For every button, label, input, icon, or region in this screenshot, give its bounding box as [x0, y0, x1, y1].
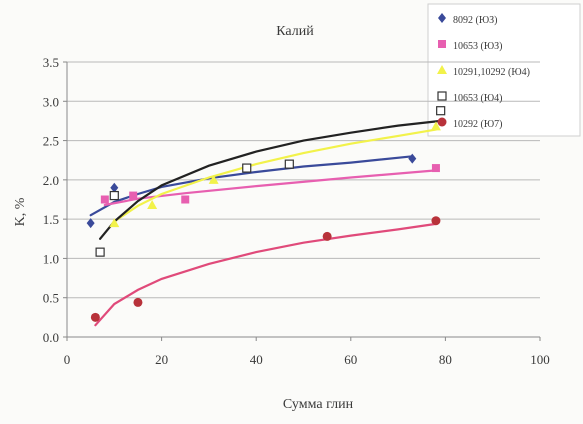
- x-axis-label: Сумма глин: [283, 397, 354, 412]
- x-tick-label: 60: [344, 352, 357, 367]
- data-point-s3: [436, 106, 446, 116]
- data-point-s4: [90, 312, 100, 322]
- x-tick-label: 20: [155, 352, 168, 367]
- data-point-s2: [109, 218, 120, 228]
- y-tick-label: 3.5: [43, 55, 59, 70]
- data-points: [86, 106, 446, 322]
- legend-marker-3: [437, 91, 447, 101]
- legend-label-4: 10292 (Ю7): [453, 119, 502, 130]
- legend-box: [427, 3, 581, 137]
- y-tick-label: 0.0: [43, 330, 59, 345]
- y-tick-label: 3.0: [43, 94, 59, 109]
- data-point-s4: [431, 216, 441, 226]
- y-tick-label: 0.5: [43, 291, 59, 306]
- data-point-s2: [430, 121, 441, 131]
- legend-label-2: 10291,10292 (Ю4): [453, 67, 530, 78]
- x-tick-label: 80: [439, 352, 452, 367]
- data-point-s3: [95, 247, 105, 257]
- data-point-s0: [110, 182, 119, 193]
- data-point-s0: [408, 153, 417, 164]
- legend-label-0: 8092 (ЮЗ): [453, 15, 497, 26]
- legend: 8092 (ЮЗ) 10653 (ЮЗ) 10291,10292 (Ю4) 10653…: [437, 13, 530, 130]
- legend-marker-2: [437, 65, 447, 74]
- legend-label-1: 10653 (ЮЗ): [453, 41, 502, 52]
- data-point-s1: [181, 195, 190, 204]
- trend-lines: [89, 119, 442, 327]
- data-point-s0: [86, 218, 95, 229]
- data-point-s1: [100, 195, 109, 204]
- data-point-s2: [147, 200, 158, 209]
- data-point-s4: [322, 231, 332, 241]
- x-tick-label: 0: [64, 352, 71, 367]
- y-axis-label: K, %: [13, 197, 28, 226]
- trend-line-2: [113, 128, 437, 223]
- trend-line-4: [94, 222, 437, 327]
- data-point-s1: [431, 164, 440, 173]
- data-point-s3: [284, 159, 294, 169]
- legend-label-3: 10653 (Ю4): [453, 93, 502, 104]
- trend-line-1: [103, 169, 437, 207]
- y-tick-label: 1.0: [43, 251, 59, 266]
- data-point-s3: [109, 190, 119, 201]
- legend-marker-4: [437, 117, 447, 127]
- y-tick-label: 1.5: [43, 212, 59, 227]
- legend-marker-1: [438, 40, 446, 48]
- x-tick-label: 40: [250, 352, 263, 367]
- x-tick-label: 100: [530, 352, 550, 367]
- axes: 0.0 0.5 1.0 1.5 2.0 2.5 3.0 3.5 0 20 40 60 80 100: [43, 55, 550, 367]
- data-point-s4: [133, 297, 143, 307]
- trend-line-3: [99, 119, 442, 240]
- y-tick-label: 2.5: [43, 134, 59, 149]
- data-point-s2: [208, 174, 219, 184]
- legend-marker-0: [438, 13, 446, 23]
- chart-title: Калий: [276, 24, 314, 39]
- y-tick-label: 2.0: [43, 173, 59, 188]
- data-point-s3: [242, 163, 252, 173]
- data-point-s1: [129, 191, 138, 200]
